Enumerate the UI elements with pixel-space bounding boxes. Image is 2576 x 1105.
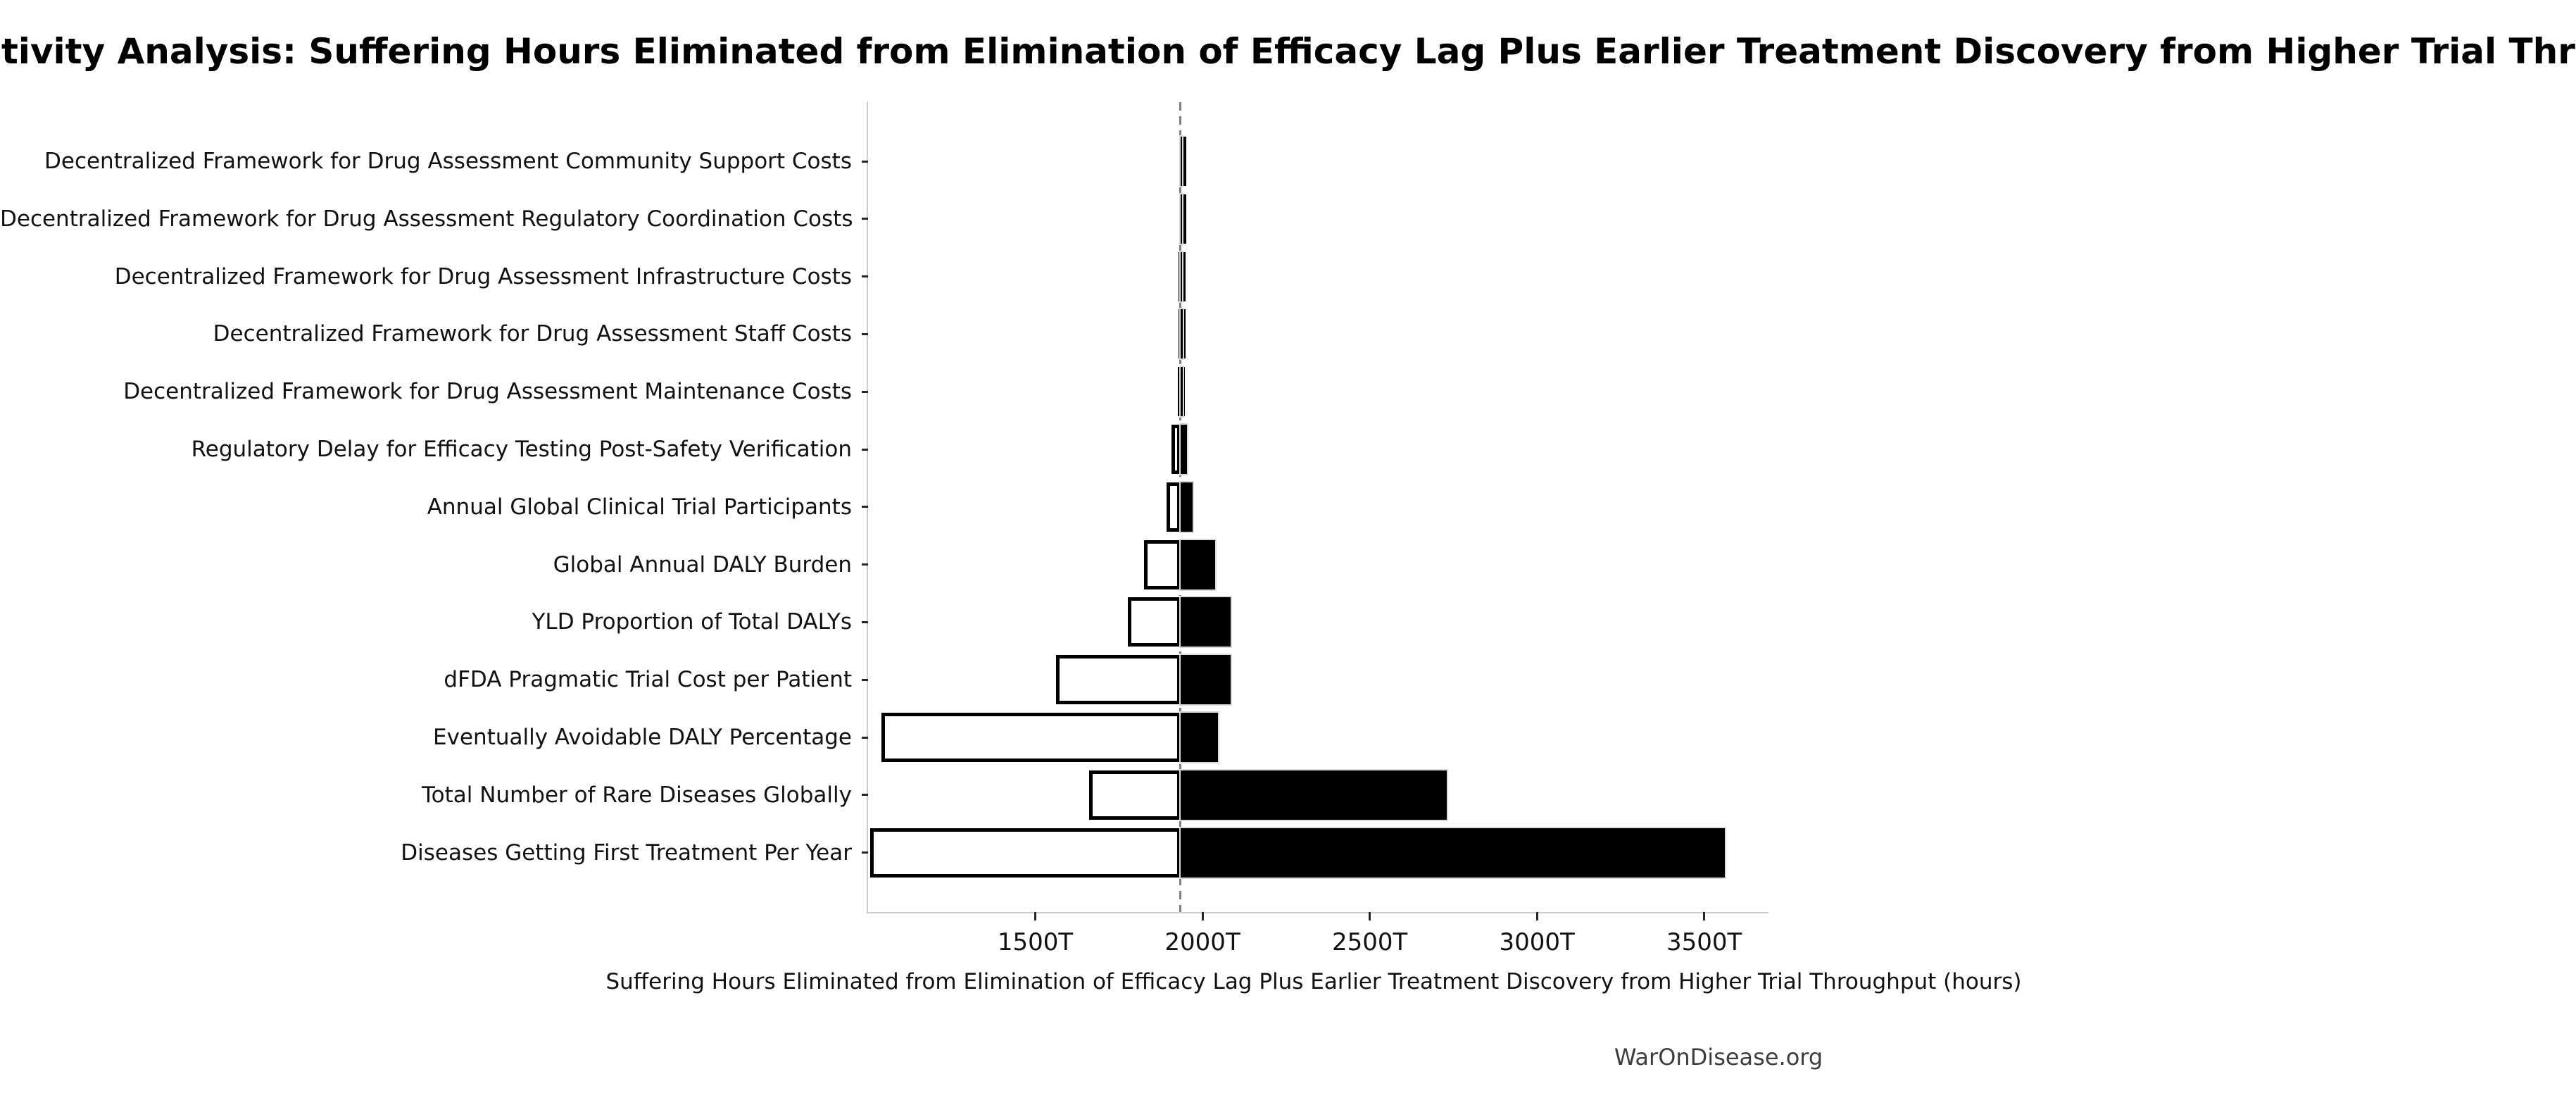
x-tick [1703, 912, 1706, 920]
tornado-bar-high [1180, 482, 1193, 532]
x-tick-label: 1500T [997, 928, 1074, 956]
tornado-bar-low [1166, 482, 1181, 532]
y-tick [862, 851, 868, 854]
y-tick [862, 736, 868, 739]
category-label: Global Annual DALY Burden [553, 551, 852, 578]
category-label: Diseases Getting First Treatment Per Yea… [401, 839, 852, 866]
tornado-bar-high [1180, 713, 1219, 762]
x-axis-label: Suffering Hours Eliminated from Eliminat… [605, 969, 2022, 994]
x-tick [1034, 912, 1037, 920]
category-label: Annual Global Clinical Trial Participant… [427, 494, 852, 520]
tornado-bar-high [1180, 309, 1183, 359]
category-label: Decentralized Framework for Drug Assessm… [44, 149, 852, 174]
x-tick [1535, 912, 1538, 920]
y-tick [862, 448, 868, 451]
tornado-bar-high [1180, 828, 1726, 878]
tornado-bar-low [1128, 597, 1181, 647]
tornado-bar-high [1180, 539, 1216, 589]
x-tick-label: 3500T [1666, 928, 1742, 956]
category-label: Eventually Avoidable DALY Percentage [433, 725, 852, 750]
tornado-bar-high [1180, 655, 1231, 705]
category-label: Total Number of Rare Diseases Globally [422, 782, 852, 808]
y-tick [862, 620, 868, 623]
category-label: dFDA Pragmatic Trial Cost per Patient [444, 667, 852, 693]
chart-title: Sensitivity Analysis: Suffering Hours El… [0, 31, 2576, 72]
y-tick [862, 275, 868, 278]
tornado-bar-high [1180, 597, 1231, 647]
tornado-bar-low [869, 828, 1181, 878]
x-axis-spine [867, 912, 1768, 913]
x-tick-label: 2000T [1164, 928, 1240, 956]
tornado-bar-low [1089, 770, 1181, 820]
y-tick [862, 506, 868, 508]
y-tick [862, 794, 868, 797]
x-tick [1369, 912, 1371, 920]
x-tick-label: 2500T [1331, 928, 1408, 956]
y-tick [862, 678, 868, 681]
y-tick [862, 218, 868, 220]
tornado-bar-high [1180, 425, 1188, 474]
x-tick [1201, 912, 1204, 920]
category-label: Decentralized Framework for Drug Assessm… [213, 321, 852, 347]
tornado-bar-high [1180, 137, 1182, 186]
tornado-bar-high [1180, 194, 1182, 244]
category-label: Decentralized Framework for Drug Assessm… [114, 263, 852, 289]
y-tick [862, 160, 868, 163]
y-tick [862, 563, 868, 566]
y-tick [862, 390, 868, 393]
footer-watermark: WarOnDisease.org [1614, 1044, 1823, 1070]
category-label: YLD Proportion of Total DALYs [532, 609, 853, 635]
tornado-bar-high [1180, 770, 1447, 820]
category-label: Decentralized Framework for Drug Assessm… [123, 379, 852, 405]
tornado-bar-high [1180, 251, 1183, 301]
tornado-bar-low [1171, 425, 1181, 474]
category-label: Decentralized Framework for Drug Assessm… [0, 206, 853, 232]
tornado-bar-low [1143, 539, 1181, 589]
tornado-bar-low [1056, 655, 1181, 705]
y-tick [862, 332, 868, 335]
tornado-bar-high [1180, 367, 1183, 417]
category-label: Regulatory Delay for Efficacy Testing Po… [191, 437, 852, 462]
x-tick-label: 3000T [1499, 928, 1575, 956]
tornado-bar-low [881, 713, 1181, 762]
